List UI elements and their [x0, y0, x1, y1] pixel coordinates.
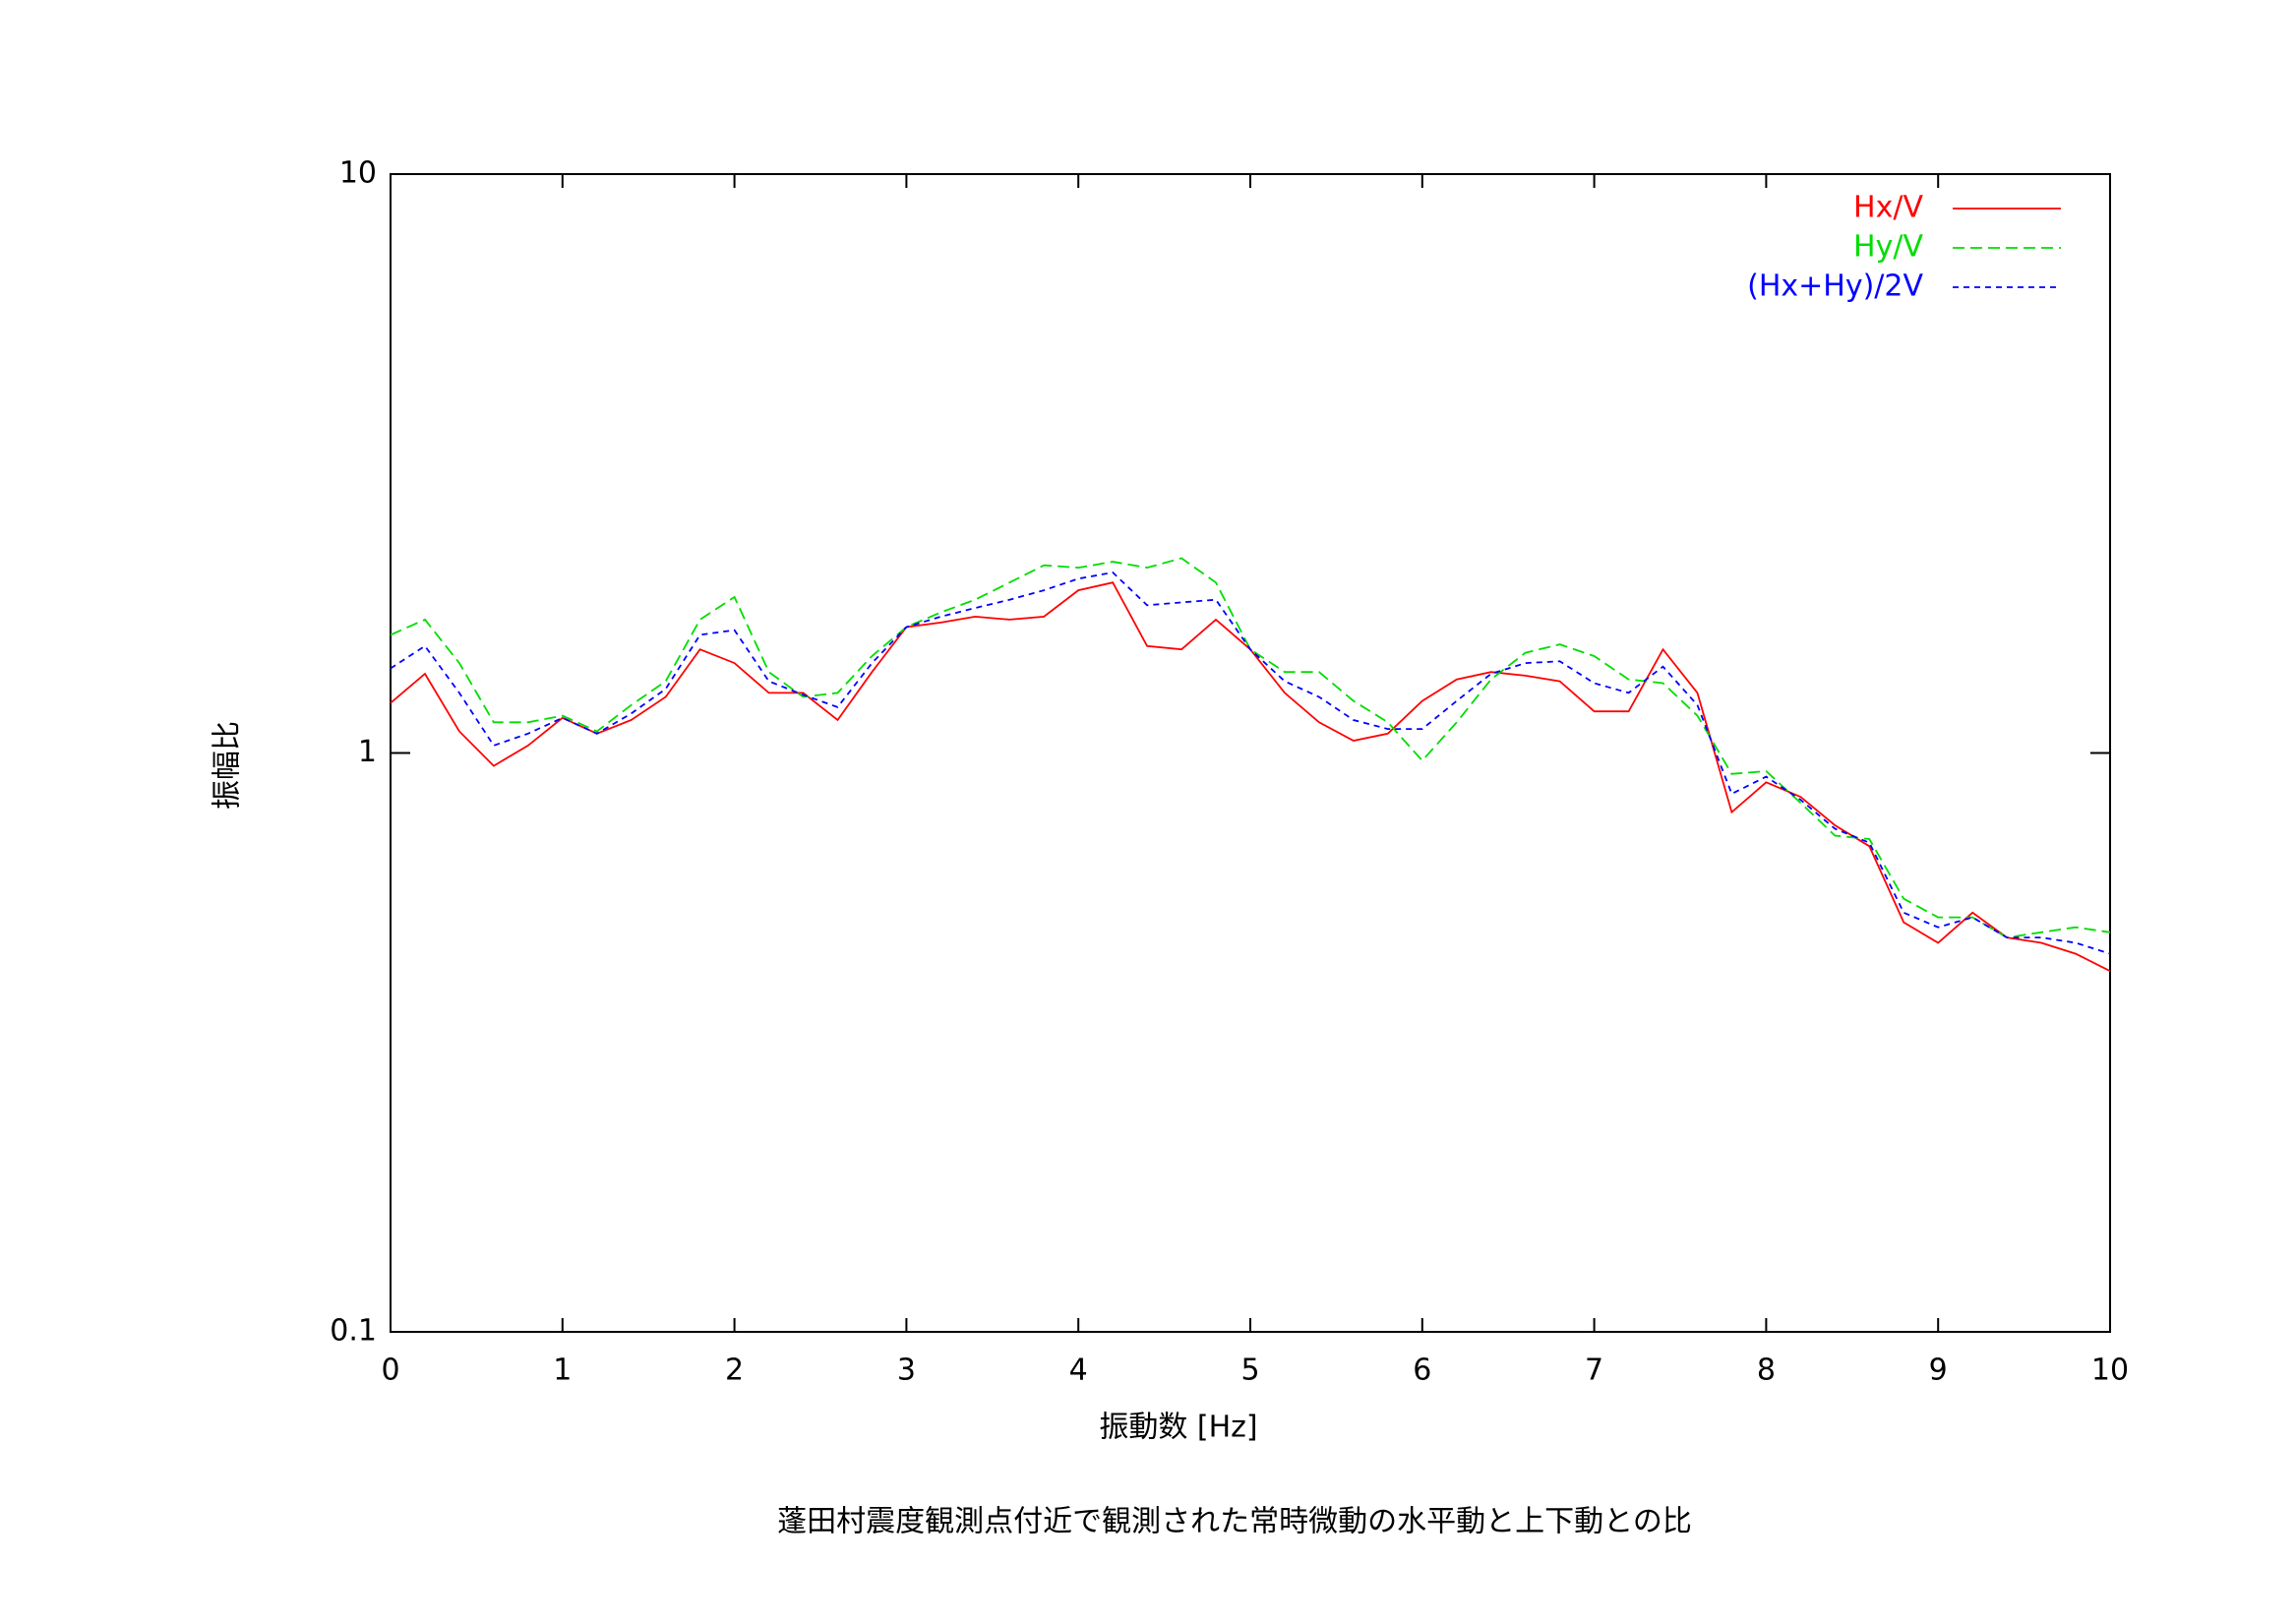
x-tick-label: 10 [2091, 1353, 2129, 1388]
x-axis-label: 振動数 [Hz] [1099, 1411, 1257, 1445]
y-tick-label: 10 [339, 156, 377, 191]
x-tick-label: 3 [897, 1353, 916, 1388]
legend-label: (Hx+Hy)/2V [1747, 270, 1923, 304]
plot-frame [390, 173, 2111, 1333]
legend-label: Hy/V [1853, 230, 1923, 265]
x-tick-label: 5 [1240, 1353, 1259, 1388]
x-tick-label: 8 [1757, 1353, 1776, 1388]
x-tick-label: 1 [553, 1353, 572, 1388]
series-line [390, 571, 2111, 955]
chart-title: 蓬田村震度観測点付近で観測された常時微動の水平動と上下動との比 [777, 1505, 1692, 1539]
x-tick-label: 9 [1929, 1353, 1948, 1388]
legend-label: Hx/V [1853, 191, 1923, 225]
y-axis-label: 振幅比 [211, 721, 245, 810]
x-tick-label: 0 [381, 1353, 399, 1388]
y-tick-label: 0.1 [330, 1314, 377, 1349]
series-line [390, 581, 2111, 973]
y-tick-label: 1 [358, 735, 377, 769]
series-line [390, 557, 2111, 939]
x-tick-label: 6 [1413, 1353, 1431, 1388]
x-tick-label: 2 [725, 1353, 744, 1388]
x-tick-label: 4 [1069, 1353, 1088, 1388]
x-tick-label: 7 [1585, 1353, 1603, 1388]
